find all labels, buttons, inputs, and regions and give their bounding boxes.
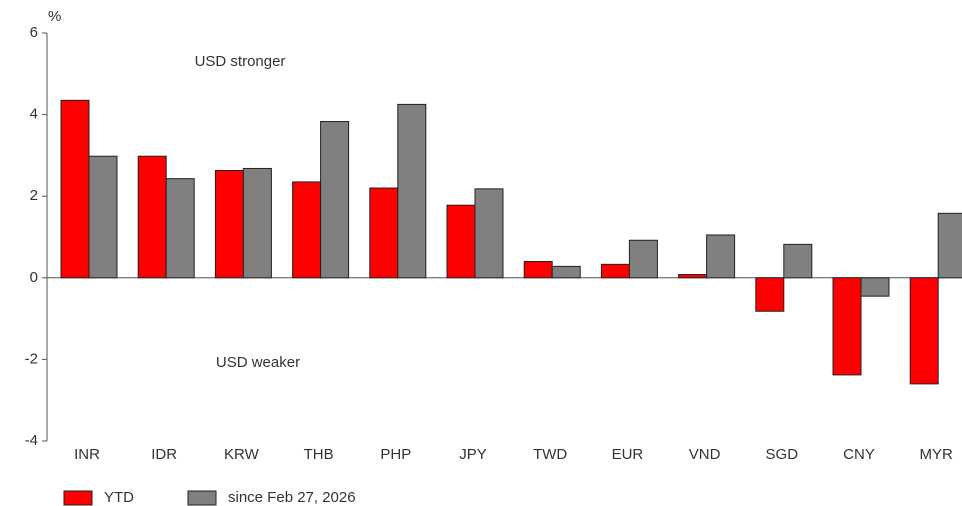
annotation: USD stronger [195,53,286,70]
bar [446,204,476,279]
y-tick-label: 2 [30,187,38,204]
legend-label: since Feb 27, 2026 [228,489,356,506]
y-tick-label: 6 [30,24,38,41]
x-tick-label: JPY [459,446,487,463]
legend-label: YTD [104,489,134,506]
bar [551,265,581,279]
bar [628,239,658,279]
x-tick-label: VND [689,446,721,463]
x-tick-label: EUR [612,446,644,463]
bar [523,260,553,279]
y-tick-label: -4 [25,432,38,449]
x-tick-label: TWD [533,446,567,463]
bar [909,277,939,385]
bar [832,277,862,376]
bar [755,277,785,312]
bar [706,234,736,279]
annotation: USD weaker [216,354,300,371]
bar [783,243,813,279]
x-tick-label: IDR [151,446,177,463]
y-tick-label: 0 [30,269,38,286]
bar [678,274,708,279]
bar [137,155,167,279]
y-tick-label: -2 [25,350,38,367]
bar [292,181,322,279]
x-tick-label: SGD [766,446,799,463]
x-tick-label: PHP [380,446,411,463]
bar [214,169,244,279]
bar [860,277,890,297]
bar [474,188,504,279]
bar [242,167,272,279]
x-tick-label: KRW [224,446,260,463]
legend-swatch [187,490,217,506]
bar [88,155,118,279]
bar [320,121,350,279]
y-unit: % [48,8,61,25]
x-tick-label: CNY [843,446,875,463]
bar [600,263,630,279]
x-tick-label: MYR [920,446,954,463]
x-tick-label: THB [304,446,334,463]
bar [397,103,427,279]
bar [60,99,90,279]
bar [369,187,399,279]
y-tick-label: 4 [30,106,38,123]
bar [165,178,195,279]
x-tick-label: INR [74,446,100,463]
legend-swatch [63,490,93,506]
bar [937,212,962,279]
